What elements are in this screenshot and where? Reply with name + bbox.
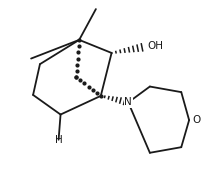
Text: H: H xyxy=(55,135,62,145)
Text: N: N xyxy=(124,97,132,107)
Text: OH: OH xyxy=(147,41,163,51)
Text: O: O xyxy=(192,115,200,125)
